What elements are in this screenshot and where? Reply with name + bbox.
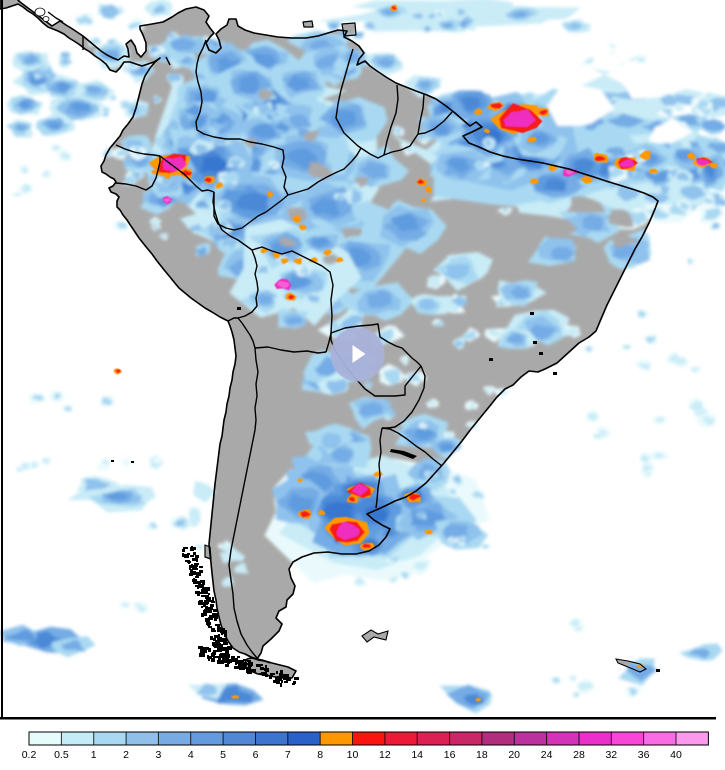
svg-text:10: 10 — [347, 749, 359, 761]
svg-text:7: 7 — [285, 749, 291, 761]
svg-text:28: 28 — [573, 749, 585, 761]
svg-text:8: 8 — [317, 749, 323, 761]
svg-text:14: 14 — [411, 749, 423, 761]
svg-text:6: 6 — [253, 749, 259, 761]
svg-text:0.5: 0.5 — [54, 749, 69, 761]
svg-text:5: 5 — [220, 749, 226, 761]
svg-text:0.2: 0.2 — [22, 749, 37, 761]
svg-text:16: 16 — [444, 749, 456, 761]
svg-text:2: 2 — [123, 749, 129, 761]
svg-text:36: 36 — [638, 749, 650, 761]
svg-text:18: 18 — [476, 749, 488, 761]
svg-text:12: 12 — [379, 749, 391, 761]
svg-text:32: 32 — [605, 749, 617, 761]
svg-text:40: 40 — [670, 749, 682, 761]
svg-text:1: 1 — [91, 749, 97, 761]
svg-text:4: 4 — [188, 749, 194, 761]
svg-text:24: 24 — [541, 749, 553, 761]
svg-text:20: 20 — [508, 749, 520, 761]
svg-text:3: 3 — [155, 749, 161, 761]
